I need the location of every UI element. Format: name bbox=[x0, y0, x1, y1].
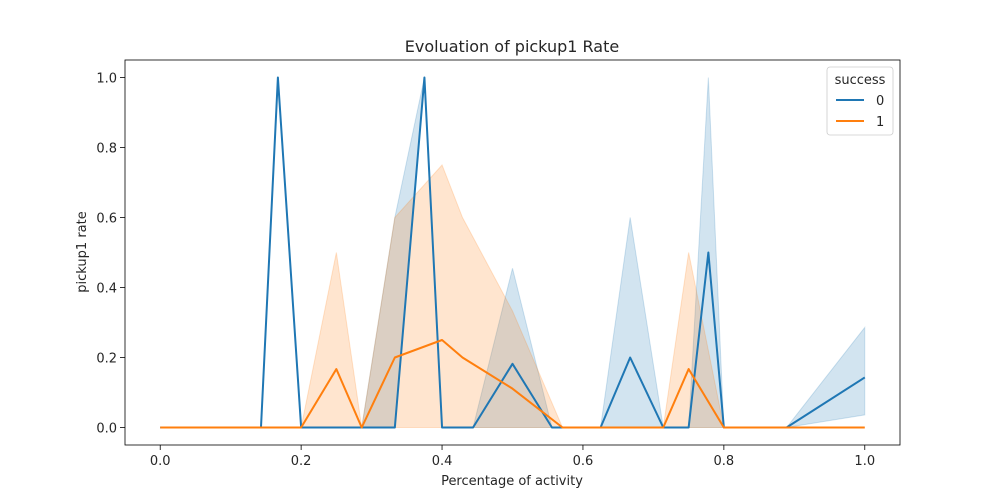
legend-title: success bbox=[835, 73, 886, 88]
x-tick-label: 0.8 bbox=[714, 454, 735, 469]
legend-label-1: 1 bbox=[876, 115, 884, 130]
plot-frame bbox=[124, 59, 901, 446]
legend-label-0: 0 bbox=[876, 94, 884, 109]
x-tick-label: 0.0 bbox=[150, 454, 171, 469]
series-line-0 bbox=[160, 76, 866, 429]
x-tick-label: 1.0 bbox=[854, 454, 875, 469]
x-tick-label: 0.6 bbox=[573, 454, 594, 469]
legend-items: 01 bbox=[836, 94, 884, 130]
chart-title: Evoluation of pickup1 Rate bbox=[405, 37, 619, 56]
y-tick-label: 0.6 bbox=[96, 212, 117, 227]
y-tick-label: 1.0 bbox=[96, 72, 117, 87]
plot-area bbox=[124, 59, 901, 446]
x-axis-label: Percentage of activity bbox=[441, 474, 583, 489]
x-axis-ticks: 0.0 0.2 0.4 0.6 0.8 1.0 bbox=[150, 445, 875, 469]
y-tick-label: 0.8 bbox=[96, 142, 117, 157]
series-lines bbox=[160, 76, 866, 429]
series-line-1 bbox=[160, 339, 865, 429]
y-axis-ticks: 0.0 0.2 0.4 0.6 0.8 1.0 bbox=[96, 72, 125, 437]
y-tick-label: 0.0 bbox=[96, 422, 117, 437]
confidence-band-series-1 bbox=[160, 164, 865, 428]
legend: success 01 bbox=[826, 66, 894, 136]
y-axis-label: pickup1 rate bbox=[75, 211, 90, 292]
confidence-bands bbox=[160, 77, 866, 428]
x-tick-label: 0.2 bbox=[291, 454, 312, 469]
y-tick-label: 0.4 bbox=[96, 282, 117, 297]
y-tick-label: 0.2 bbox=[96, 352, 117, 367]
x-tick-label: 0.4 bbox=[432, 454, 453, 469]
